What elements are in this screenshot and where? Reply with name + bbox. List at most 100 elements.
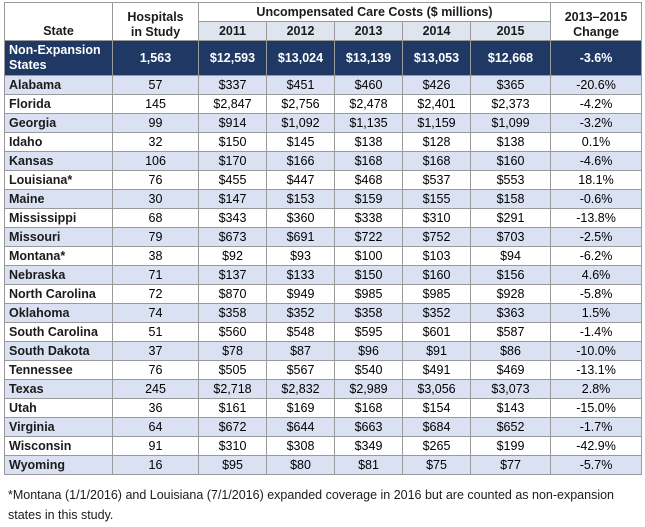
table-row: Florida 145 $2,847 $2,756 $2,478 $2,401 $2,373… (4, 94, 643, 114)
cost-2014-cell: $128 (402, 132, 471, 152)
year-header-2012: 2012 (266, 21, 335, 41)
summary-hospitals-cell: 1,563 (112, 40, 199, 76)
hospitals-cell: 57 (112, 75, 199, 95)
table-row: North Carolina 72 $870 $949 $985 $985 $928 -5.8… (4, 284, 643, 304)
cost-2015-cell: $199 (469, 436, 552, 456)
cost-2012-cell: $1,092 (266, 113, 335, 133)
change-cell: -2.5% (550, 227, 643, 247)
table-row: Maine 30 $147 $153 $159 $155 $158 -0.6% (4, 189, 643, 209)
cost-2011-cell: $150 (198, 132, 267, 152)
cost-2013-cell: $2,989 (334, 379, 403, 399)
state-name-cell: Nebraska (4, 265, 113, 285)
summary-change-cell: -3.6% (550, 40, 643, 76)
cost-2014-cell: $155 (402, 189, 471, 209)
cost-2011-cell: $78 (198, 341, 267, 361)
cost-2012-cell: $2,832 (266, 379, 335, 399)
cost-2015-cell: $652 (469, 417, 552, 437)
cost-2011-cell: $2,847 (198, 94, 267, 114)
state-name-cell: Texas (4, 379, 113, 399)
state-name-cell: Florida (4, 94, 113, 114)
table-row: Kansas 106 $170 $166 $168 $168 $160 -4.6% (4, 151, 643, 171)
cost-2012-cell: $567 (266, 360, 335, 380)
table-row: South Carolina 51 $560 $548 $595 $601 $587 -1.4… (4, 322, 643, 342)
cost-2011-cell: $343 (198, 208, 267, 228)
year-header-2015: 2015 (469, 21, 552, 41)
cost-2013-cell: $1,135 (334, 113, 403, 133)
table-row: Tennessee 76 $505 $567 $540 $491 $469 -13.1% (4, 360, 643, 380)
cost-2014-cell: $491 (402, 360, 471, 380)
change-header-line2: Change (573, 25, 619, 39)
cost-2011-cell: $2,718 (198, 379, 267, 399)
cost-2013-cell: $985 (334, 284, 403, 304)
costs-group-header: Uncompensated Care Costs ($ millions) (197, 2, 552, 22)
cost-2012-cell: $360 (266, 208, 335, 228)
cost-2013-cell: $168 (334, 151, 403, 171)
cost-2014-cell: $684 (402, 417, 471, 437)
cost-2015-cell: $2,373 (469, 94, 552, 114)
cost-2015-cell: $86 (469, 341, 552, 361)
table-row: Utah 36 $161 $169 $168 $154 $143 -15.0% (4, 398, 643, 418)
state-name-cell: Oklahoma (4, 303, 113, 323)
cost-2015-cell: $469 (469, 360, 552, 380)
change-cell: -3.2% (550, 113, 643, 133)
table-row: Oklahoma 74 $358 $352 $358 $352 $363 1.5% (4, 303, 643, 323)
hospitals-cell: 245 (112, 379, 199, 399)
cost-2015-cell: $291 (469, 208, 552, 228)
cost-2013-cell: $540 (334, 360, 403, 380)
cost-2011-cell: $170 (198, 151, 267, 171)
state-name-cell: Georgia (4, 113, 113, 133)
cost-2015-cell: $160 (469, 151, 552, 171)
table-row: Texas 245 $2,718 $2,832 $2,989 $3,056 $3,073 2.… (4, 379, 643, 399)
cost-2013-cell: $150 (334, 265, 403, 285)
cost-2011-cell: $92 (198, 246, 267, 266)
cost-2015-cell: $156 (469, 265, 552, 285)
cost-2014-cell: $75 (402, 455, 471, 475)
hospitals-cell: 64 (112, 417, 199, 437)
cost-2013-cell: $96 (334, 341, 403, 361)
state-column-header: State (4, 2, 113, 41)
state-name-cell: South Carolina (4, 322, 113, 342)
year-header-2013: 2013 (334, 21, 403, 41)
change-cell: -42.9% (550, 436, 643, 456)
cost-2011-cell: $505 (198, 360, 267, 380)
cost-2013-cell: $159 (334, 189, 403, 209)
cost-2015-cell: $587 (469, 322, 552, 342)
cost-2014-cell: $160 (402, 265, 471, 285)
cost-2013-cell: $460 (334, 75, 403, 95)
hospitals-header-line2: in Study (130, 25, 181, 39)
hospitals-cell: 68 (112, 208, 199, 228)
cost-2014-cell: $91 (402, 341, 471, 361)
state-name-cell: Virginia (4, 417, 113, 437)
cost-2015-cell: $94 (469, 246, 552, 266)
change-cell: 18.1% (550, 170, 643, 190)
cost-2015-cell: $703 (469, 227, 552, 247)
hospitals-cell: 38 (112, 246, 199, 266)
state-name-cell: Wisconsin (4, 436, 113, 456)
table-row: Missouri 79 $673 $691 $722 $752 $703 -2.5% (4, 227, 643, 247)
hospitals-cell: 74 (112, 303, 199, 323)
change-cell: -1.4% (550, 322, 643, 342)
change-cell: 4.6% (550, 265, 643, 285)
cost-2012-cell: $153 (266, 189, 335, 209)
table-row: Mississippi 68 $343 $360 $338 $310 $291 -13.8% (4, 208, 643, 228)
state-name-cell: North Carolina (4, 284, 113, 304)
cost-2013-cell: $595 (334, 322, 403, 342)
cost-2012-cell: $2,756 (266, 94, 335, 114)
state-name-cell: Missouri (4, 227, 113, 247)
summary-cost-2011: $12,593 (198, 40, 267, 76)
change-cell: -5.7% (550, 455, 643, 475)
cost-2012-cell: $93 (266, 246, 335, 266)
cost-2011-cell: $672 (198, 417, 267, 437)
cost-2015-cell: $77 (469, 455, 552, 475)
cost-2011-cell: $455 (198, 170, 267, 190)
summary-state-cell: Non-Expansion States (4, 40, 113, 76)
hospitals-cell: 16 (112, 455, 199, 475)
summary-row: Non-Expansion States 1,563 $12,593 $13,0… (4, 40, 643, 76)
cost-2014-cell: $985 (402, 284, 471, 304)
change-cell: -6.2% (550, 246, 643, 266)
state-name-cell: Alabama (4, 75, 113, 95)
table-row: Montana* 38 $92 $93 $100 $103 $94 -6.2% (4, 246, 643, 266)
state-name-cell: Mississippi (4, 208, 113, 228)
summary-cost-2013: $13,139 (334, 40, 403, 76)
